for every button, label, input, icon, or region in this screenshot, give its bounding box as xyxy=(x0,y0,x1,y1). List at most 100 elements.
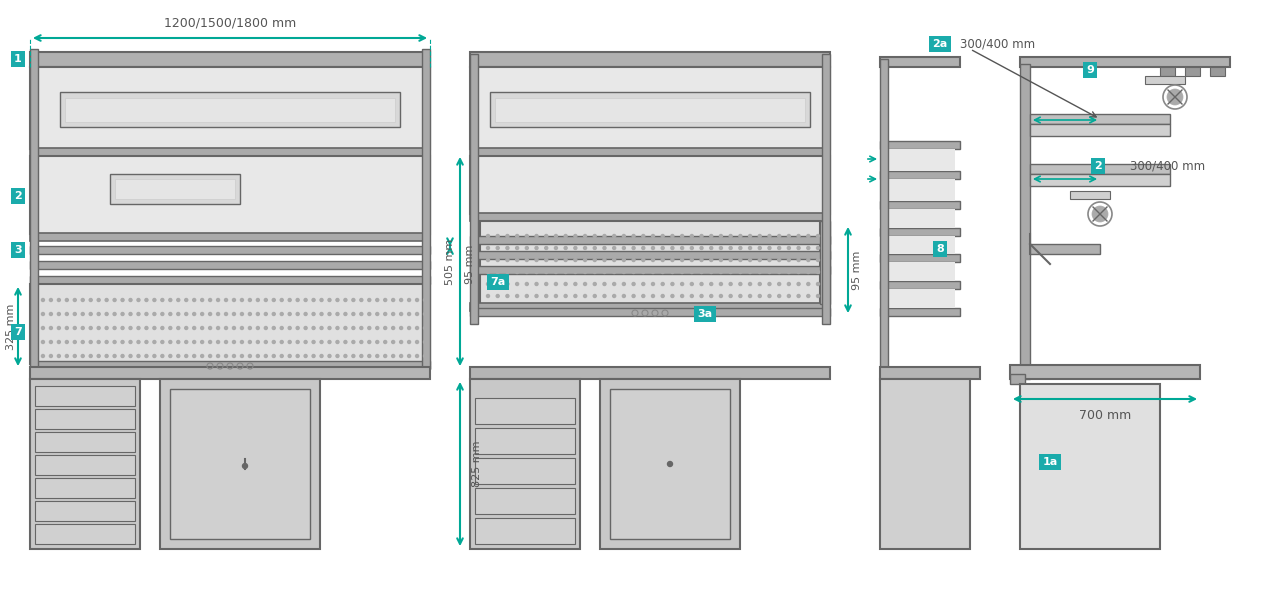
Circle shape xyxy=(177,340,180,343)
Bar xyxy=(880,59,888,374)
Circle shape xyxy=(651,295,655,298)
Circle shape xyxy=(224,299,228,302)
Circle shape xyxy=(729,295,733,298)
Circle shape xyxy=(391,355,395,358)
Circle shape xyxy=(280,299,283,302)
Bar xyxy=(161,379,320,549)
Circle shape xyxy=(535,258,538,261)
Circle shape xyxy=(516,283,519,286)
Bar xyxy=(1070,191,1110,199)
Circle shape xyxy=(42,327,45,330)
Circle shape xyxy=(415,299,419,302)
Circle shape xyxy=(42,312,45,315)
Bar xyxy=(480,221,820,304)
Circle shape xyxy=(632,258,634,261)
Bar xyxy=(475,398,575,424)
Circle shape xyxy=(806,247,810,249)
Circle shape xyxy=(42,299,45,302)
Circle shape xyxy=(177,312,180,315)
Circle shape xyxy=(817,258,819,261)
Bar xyxy=(31,276,431,284)
Circle shape xyxy=(699,283,703,286)
Text: 7: 7 xyxy=(14,327,22,337)
Circle shape xyxy=(699,295,703,298)
Bar xyxy=(885,289,956,308)
Bar xyxy=(880,141,961,149)
Circle shape xyxy=(400,355,403,358)
Circle shape xyxy=(248,299,251,302)
Circle shape xyxy=(376,312,378,315)
Circle shape xyxy=(564,247,567,249)
Circle shape xyxy=(312,327,315,330)
Circle shape xyxy=(65,355,69,358)
Circle shape xyxy=(232,340,236,343)
Circle shape xyxy=(217,340,219,343)
Circle shape xyxy=(256,312,260,315)
Circle shape xyxy=(516,258,519,261)
Circle shape xyxy=(787,270,790,273)
Circle shape xyxy=(50,312,52,315)
Circle shape xyxy=(806,270,810,273)
Text: 3a: 3a xyxy=(697,309,712,319)
Circle shape xyxy=(545,247,548,249)
Circle shape xyxy=(603,235,606,238)
Circle shape xyxy=(806,235,810,238)
Circle shape xyxy=(280,355,283,358)
Circle shape xyxy=(583,283,586,286)
Circle shape xyxy=(113,355,116,358)
Text: 700 mm: 700 mm xyxy=(1079,409,1131,422)
Circle shape xyxy=(613,283,615,286)
Circle shape xyxy=(169,299,172,302)
Circle shape xyxy=(241,312,243,315)
Circle shape xyxy=(106,355,108,358)
Circle shape xyxy=(42,355,45,358)
Circle shape xyxy=(327,299,331,302)
Circle shape xyxy=(671,258,674,261)
Circle shape xyxy=(798,283,800,286)
Circle shape xyxy=(74,312,76,315)
Circle shape xyxy=(487,295,489,298)
Circle shape xyxy=(423,340,427,343)
Circle shape xyxy=(642,270,645,273)
Circle shape xyxy=(758,283,762,286)
Circle shape xyxy=(264,355,268,358)
Circle shape xyxy=(487,247,489,249)
Circle shape xyxy=(138,299,140,302)
Text: 825 mm: 825 mm xyxy=(471,441,482,487)
Circle shape xyxy=(806,283,810,286)
Circle shape xyxy=(758,235,762,238)
Circle shape xyxy=(699,235,703,238)
Circle shape xyxy=(691,295,693,298)
Circle shape xyxy=(506,270,508,273)
Text: 1: 1 xyxy=(14,54,22,64)
Circle shape xyxy=(359,312,363,315)
Circle shape xyxy=(535,247,538,249)
Text: 95 mm: 95 mm xyxy=(852,250,862,290)
Circle shape xyxy=(65,299,69,302)
Circle shape xyxy=(573,295,577,298)
Circle shape xyxy=(496,247,499,249)
Circle shape xyxy=(798,295,800,298)
Circle shape xyxy=(82,340,84,343)
Bar xyxy=(475,518,575,544)
Circle shape xyxy=(145,327,148,330)
Circle shape xyxy=(545,270,548,273)
Bar xyxy=(34,432,135,452)
Circle shape xyxy=(661,258,664,261)
Circle shape xyxy=(632,295,634,298)
Circle shape xyxy=(739,270,741,273)
Circle shape xyxy=(798,235,800,238)
Circle shape xyxy=(320,355,324,358)
Bar xyxy=(34,478,135,498)
Bar xyxy=(1020,384,1161,549)
Circle shape xyxy=(642,295,645,298)
Circle shape xyxy=(525,295,529,298)
Circle shape xyxy=(632,283,634,286)
Circle shape xyxy=(50,340,52,343)
Bar xyxy=(470,148,829,156)
Circle shape xyxy=(739,258,741,261)
Circle shape xyxy=(327,340,331,343)
Circle shape xyxy=(296,327,299,330)
Bar xyxy=(31,156,431,234)
Circle shape xyxy=(359,299,363,302)
